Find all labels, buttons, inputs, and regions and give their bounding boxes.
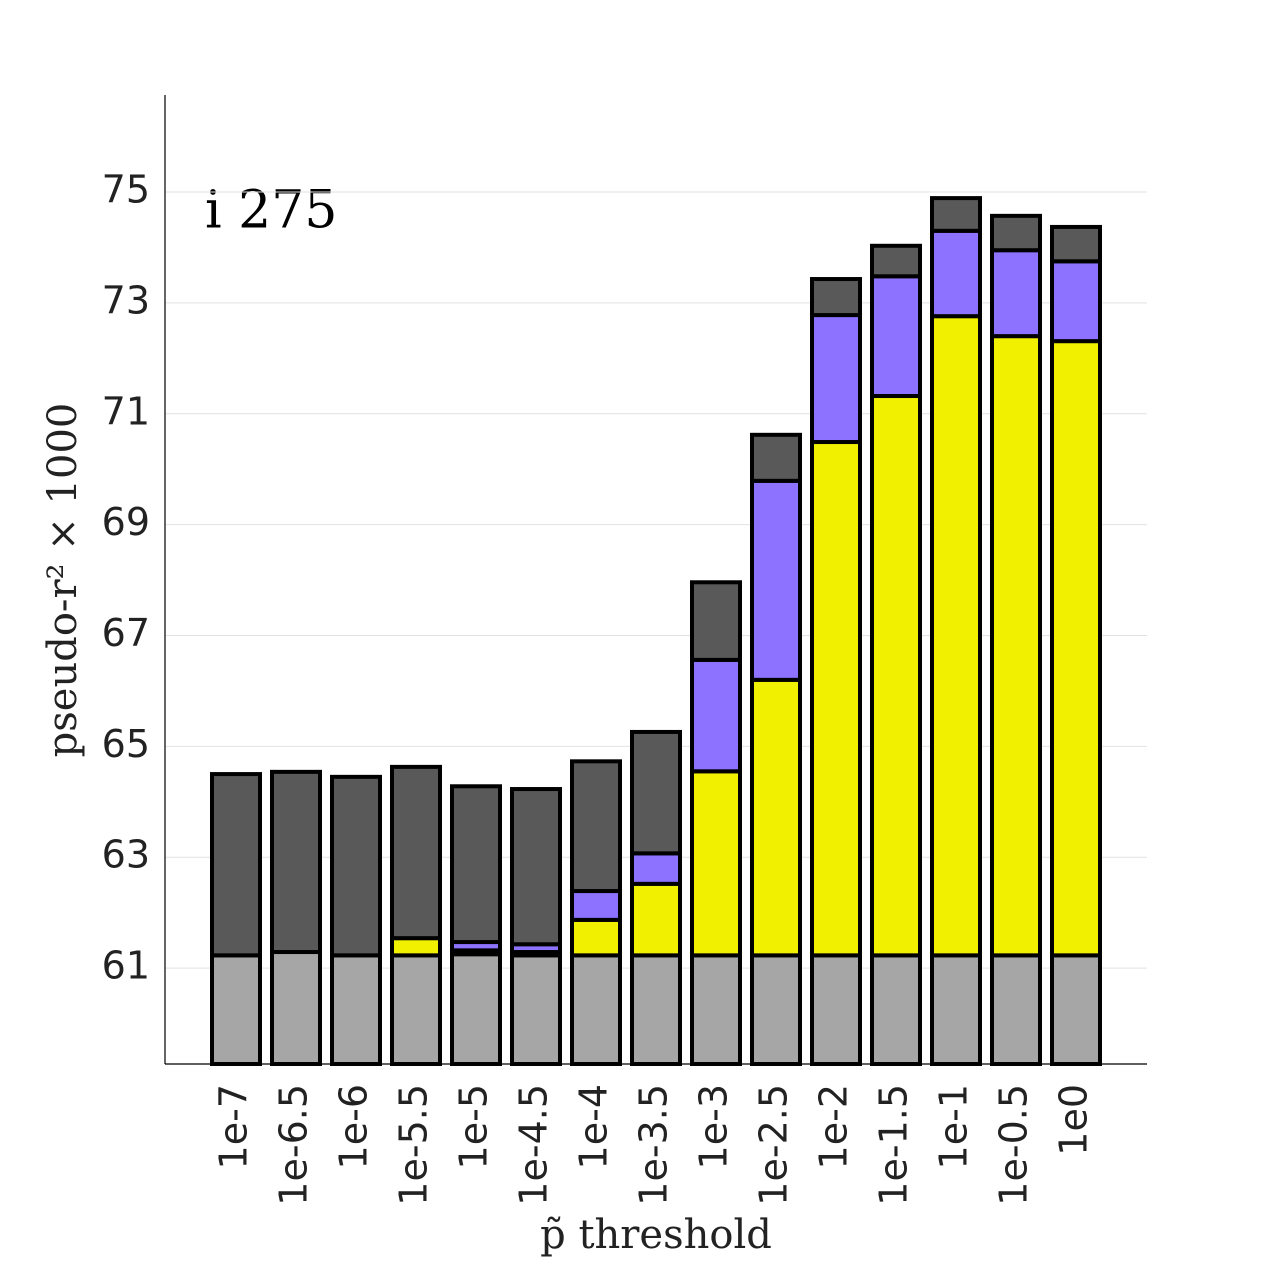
bar-segment bbox=[1050, 224, 1102, 264]
bar-segment bbox=[570, 953, 622, 1067]
bar-segment bbox=[870, 953, 922, 1067]
bar-segment bbox=[570, 889, 622, 922]
bar-segment bbox=[870, 394, 922, 958]
bar-segment bbox=[990, 953, 1042, 1067]
x-tick-label: 1e-6 bbox=[332, 1084, 376, 1169]
bar-segment bbox=[870, 274, 922, 399]
bar-segment bbox=[990, 213, 1042, 253]
bar-segment bbox=[930, 228, 982, 319]
bar-segment bbox=[450, 784, 502, 945]
bar-segment bbox=[750, 478, 802, 682]
bar-segment bbox=[270, 769, 322, 955]
bar-segment bbox=[510, 953, 562, 1067]
bar-segment bbox=[810, 440, 862, 958]
bar-segment bbox=[750, 677, 802, 958]
x-tick-label: 1e-0.5 bbox=[992, 1084, 1036, 1206]
bar-segment bbox=[390, 936, 442, 958]
x-tick-label: 1e0 bbox=[1052, 1084, 1096, 1156]
x-tick-label: 1e-4.5 bbox=[512, 1084, 556, 1206]
bar-segment bbox=[330, 774, 382, 958]
y-tick-label: 71 bbox=[102, 389, 150, 433]
bar-segment bbox=[990, 334, 1042, 958]
y-tick-label: 73 bbox=[102, 278, 150, 322]
bar-segment bbox=[1050, 953, 1102, 1067]
bar-segment bbox=[510, 787, 562, 947]
y-tick-label: 65 bbox=[102, 722, 150, 766]
bar-segment bbox=[450, 952, 502, 1067]
x-axis-label: p̃ threshold bbox=[540, 1212, 772, 1258]
bar-segment bbox=[1050, 259, 1102, 344]
x-tick-label: 1e-5.5 bbox=[392, 1084, 436, 1206]
x-tick-label: 1e-1.5 bbox=[872, 1084, 916, 1206]
bar-segment bbox=[570, 917, 622, 958]
bar-segment bbox=[330, 953, 382, 1067]
x-tick-label: 1e-1 bbox=[932, 1084, 976, 1169]
bar-segment bbox=[630, 729, 682, 856]
y-tick-label: 69 bbox=[102, 500, 150, 544]
bar-segment bbox=[750, 432, 802, 483]
x-tick-label: 1e-3 bbox=[692, 1084, 736, 1169]
y-axis-label: pseudo-r² × 1000 bbox=[40, 403, 86, 758]
bar-segment bbox=[630, 881, 682, 958]
y-tick-label: 75 bbox=[102, 168, 150, 212]
bar-segment bbox=[690, 769, 742, 958]
bar-segment bbox=[930, 196, 982, 233]
bar-segment bbox=[630, 851, 682, 886]
bar-segment bbox=[1050, 339, 1102, 958]
bar-segment bbox=[390, 764, 442, 941]
bar-segment bbox=[690, 953, 742, 1067]
x-tick-label: 1e-3.5 bbox=[632, 1084, 676, 1206]
x-tick-label: 1e-6.5 bbox=[272, 1084, 316, 1206]
bar-segment bbox=[810, 953, 862, 1067]
bar-segment bbox=[930, 953, 982, 1067]
bar-segment bbox=[390, 953, 442, 1067]
bar-segment bbox=[810, 313, 862, 445]
x-tick-label: 1e-5 bbox=[452, 1084, 496, 1169]
bar-segment bbox=[870, 243, 922, 279]
bar-segment bbox=[210, 772, 262, 958]
bar-segment bbox=[690, 657, 742, 774]
x-tick-label: 1e-4 bbox=[572, 1084, 616, 1169]
bar-segment bbox=[210, 953, 262, 1067]
x-tick-label: 1e-7 bbox=[212, 1084, 256, 1169]
y-tick-label: 61 bbox=[102, 944, 150, 988]
bar-segment bbox=[750, 953, 802, 1067]
bar-segment bbox=[570, 759, 622, 894]
y-tick-label: 67 bbox=[102, 611, 150, 655]
bar-segment bbox=[930, 314, 982, 958]
bar-segment bbox=[810, 277, 862, 318]
bar-segment bbox=[690, 580, 742, 662]
bar-segment bbox=[270, 950, 322, 1066]
x-tick-label: 1e-2.5 bbox=[752, 1084, 796, 1206]
y-tick-label: 63 bbox=[102, 833, 150, 877]
x-tick-label: 1e-2 bbox=[812, 1084, 856, 1169]
bar-segment bbox=[630, 953, 682, 1067]
annotation: i 275 bbox=[205, 181, 337, 241]
bar-segment bbox=[990, 248, 1042, 339]
